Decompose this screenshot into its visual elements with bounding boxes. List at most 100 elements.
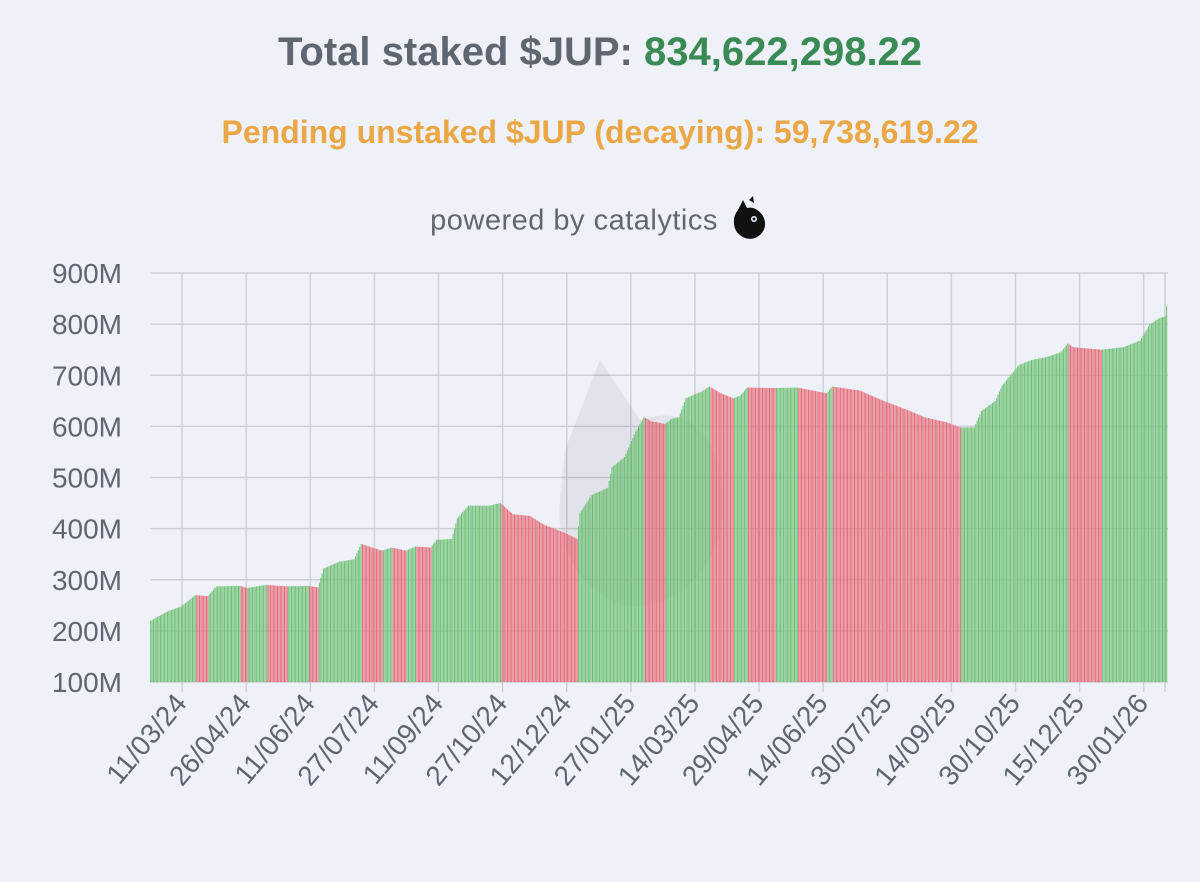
chart-bar — [1103, 349, 1105, 682]
chart-bar — [755, 387, 757, 682]
chart-bar — [159, 615, 161, 682]
powered-by[interactable]: powered by catalytics — [0, 196, 1200, 248]
chart-bar — [408, 549, 410, 682]
chart-bar — [540, 522, 542, 682]
chart-bar — [841, 387, 843, 682]
chart-bar — [986, 406, 988, 682]
chart-bar — [387, 548, 389, 682]
chart-bar — [455, 523, 457, 682]
chart-bar — [519, 514, 521, 682]
chart-bar — [473, 505, 475, 682]
chart-bar — [870, 395, 872, 682]
chart-bar — [578, 526, 580, 682]
chart-bar — [670, 419, 672, 682]
chart-bar — [1082, 348, 1084, 682]
chart-bar — [409, 548, 411, 682]
chart-bar — [1031, 359, 1033, 682]
chart-bar — [316, 587, 318, 682]
chart-bar — [632, 437, 634, 682]
chart-bar — [385, 549, 387, 682]
chart-bar — [1044, 357, 1046, 682]
chart-bar — [193, 596, 195, 682]
chart-bar — [576, 538, 578, 682]
chart-bar — [371, 547, 373, 682]
chart-bar — [395, 548, 397, 682]
chart-bar — [1074, 347, 1076, 682]
chart-bar — [302, 586, 304, 682]
chart-bar — [458, 516, 460, 682]
chart-bar — [566, 534, 568, 682]
chart-bar — [440, 539, 442, 682]
chart-bar — [339, 561, 341, 682]
chart-bar — [559, 531, 561, 682]
chart-bar — [902, 408, 904, 682]
chart-bar — [197, 595, 199, 682]
chart-bar — [1022, 363, 1024, 682]
chart-bar — [579, 513, 581, 682]
chart-bar — [1008, 376, 1010, 682]
y-tick-label: 400M — [52, 514, 122, 545]
chart-bar — [327, 566, 329, 682]
chart-bar — [618, 461, 620, 682]
chart-bar — [785, 387, 787, 682]
chart-bar — [813, 390, 815, 682]
chart-bar — [1160, 317, 1162, 682]
y-axis-ticks: 100M 200M 300M 400M 500M 600M 700M 800M 900M — [52, 258, 122, 698]
chart-bar — [856, 390, 858, 682]
chart-bar — [477, 505, 479, 682]
chart-bar — [268, 585, 270, 682]
chart-bar — [401, 549, 403, 682]
chart-bar — [447, 539, 449, 682]
chart-bar — [481, 505, 483, 682]
chart-bar — [1148, 326, 1150, 682]
chart-bar — [557, 529, 559, 682]
chart-bar — [445, 539, 447, 682]
chart-bar — [622, 458, 624, 682]
chart-bar — [235, 585, 237, 682]
chart-bar — [256, 586, 258, 682]
chart-bar — [406, 550, 408, 682]
chart-bar — [527, 515, 529, 682]
chart-bar — [766, 387, 768, 682]
chart-bar — [590, 495, 592, 682]
chart-bar — [987, 405, 989, 682]
chart-bar — [759, 387, 761, 682]
chart-bar — [388, 548, 390, 682]
chart-bar — [624, 457, 626, 682]
chart-bar — [484, 505, 486, 682]
chart-bar — [412, 547, 414, 682]
chart-bar — [462, 512, 464, 682]
chart-bar — [690, 395, 692, 682]
chart-bar — [389, 547, 391, 682]
chart-bar — [480, 505, 482, 682]
chart-bar — [842, 388, 844, 682]
chart-bar — [795, 387, 797, 682]
chart-bar — [1067, 343, 1069, 682]
chart-bar — [290, 586, 292, 682]
chart-bar — [893, 404, 895, 682]
chart-bar — [509, 511, 511, 682]
chart-bar — [435, 539, 437, 682]
chart-bar — [859, 390, 861, 682]
chart-bar — [296, 586, 298, 682]
chart-bar — [1049, 355, 1051, 682]
chart-bar — [459, 515, 461, 682]
chart-bar — [831, 386, 833, 682]
chart-bar — [894, 405, 896, 682]
chart-bar — [155, 617, 157, 682]
chart-bar — [1003, 383, 1005, 682]
chart-bar — [752, 387, 754, 682]
chart-bar — [548, 526, 550, 682]
chart-bar — [506, 509, 508, 682]
chart-bar — [720, 393, 722, 682]
y-tick-label: 900M — [52, 258, 122, 289]
chart-bar — [1120, 347, 1122, 682]
chart-bar — [792, 387, 794, 682]
y-tick-label: 600M — [52, 411, 122, 442]
chart-bar — [410, 548, 412, 682]
chart-bar — [828, 389, 830, 682]
chart-bar — [493, 504, 495, 682]
chart-bar — [653, 421, 655, 682]
chart-bar — [1096, 349, 1098, 682]
chart-bar — [589, 497, 591, 682]
